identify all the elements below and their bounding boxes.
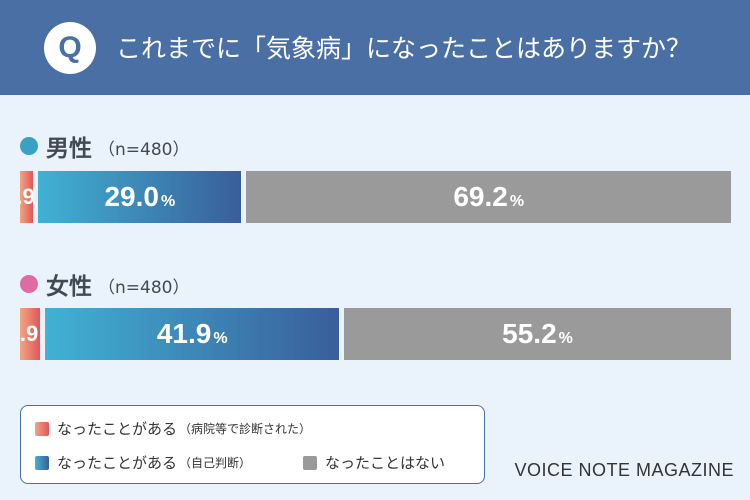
group-name-male: 男性 (46, 136, 92, 162)
legend-swatch-self (35, 455, 49, 470)
value-label: 1.9 (20, 184, 34, 209)
group-n-male: （n=480） (98, 140, 190, 160)
group-title-female: 女性 （n=480） (20, 270, 190, 300)
value-label: 2.9 (20, 321, 39, 346)
question-title: これまでに「気象病」になったことはありますか？ (116, 34, 692, 63)
legend: なったことがある （病院等で診断された） なったことがある （自己判断） なった… (20, 405, 485, 484)
value-label: 55.2 (502, 318, 557, 349)
group-name-female: 女性 (46, 274, 92, 300)
group-n-female: （n=480） (98, 278, 190, 298)
legend-sublabel: （病院等で診断された） (179, 422, 312, 436)
question-header: Q これまでに「気象病」になったことはありますか？ (0, 0, 750, 95)
bar-row-male: 1.9% 29.0% 69.2% (20, 171, 731, 223)
value-label: 29.0 (104, 181, 159, 212)
bar-female-never: 55.2% (344, 308, 731, 360)
female-dot-icon (20, 275, 38, 293)
legend-sublabel: （自己判断） (179, 456, 252, 470)
male-dot-icon (20, 137, 38, 155)
percent-sign: % (509, 193, 525, 210)
q-badge: Q (44, 22, 96, 74)
value-label: 69.2 (453, 181, 508, 212)
bar-row-female: 2.9% 41.9% 55.2% (20, 308, 731, 360)
value-label: 41.9 (156, 318, 212, 349)
legend-swatch-diagnosed (35, 421, 49, 436)
percent-sign: % (160, 193, 176, 210)
legend-label: なったことはない (325, 454, 446, 472)
bar-female-self: 41.9% (45, 308, 340, 360)
bar-male-never: 69.2% (246, 171, 731, 223)
percent-sign: % (558, 330, 573, 347)
bar-female-diagnosed: 2.9% (20, 308, 41, 360)
q-letter: Q (58, 31, 82, 64)
bar-male-diagnosed: 1.9% (20, 171, 34, 223)
bar-male-self: 29.0% (38, 171, 242, 223)
legend-item-never: なったことはない (303, 452, 445, 473)
legend-label: なったことがある (57, 454, 178, 472)
brand-logo: VOICE NOTE MAGAZINE (514, 460, 734, 480)
percent-sign: % (213, 330, 228, 347)
legend-swatch-never (303, 455, 317, 470)
legend-label: なったことがある (57, 420, 178, 438)
legend-item-self: なったことがある （自己判断） (35, 452, 251, 473)
group-title-male: 男性 （n=480） (20, 132, 190, 162)
legend-item-diagnosed: なったことがある （病院等で診断された） (35, 418, 311, 439)
